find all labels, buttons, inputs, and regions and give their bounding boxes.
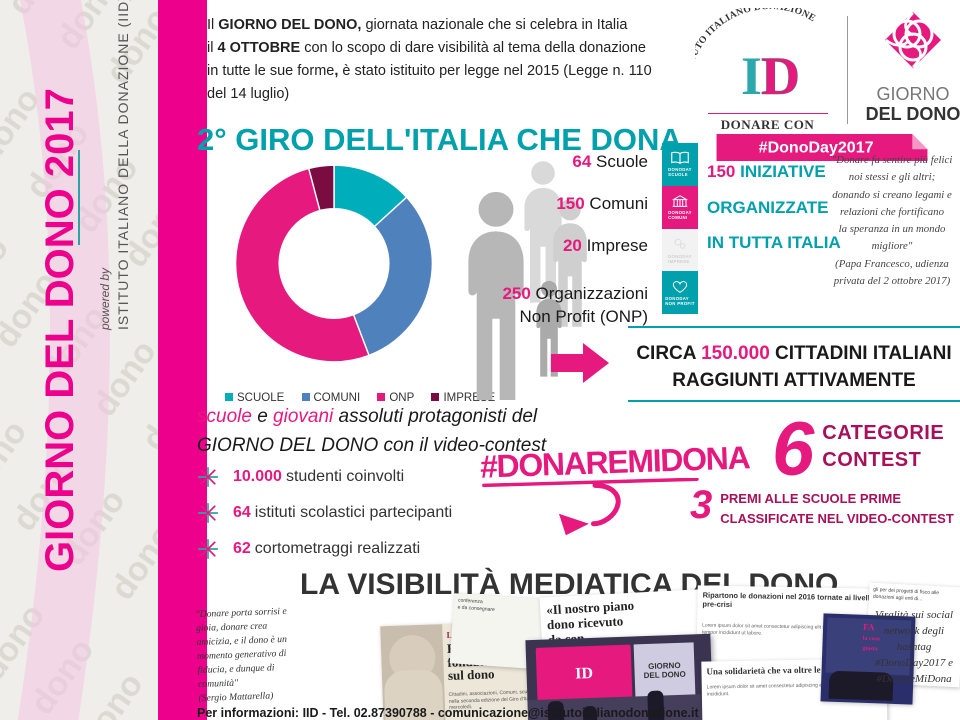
svg-text:I: I — [741, 46, 762, 106]
svg-text:D: D — [761, 46, 800, 106]
